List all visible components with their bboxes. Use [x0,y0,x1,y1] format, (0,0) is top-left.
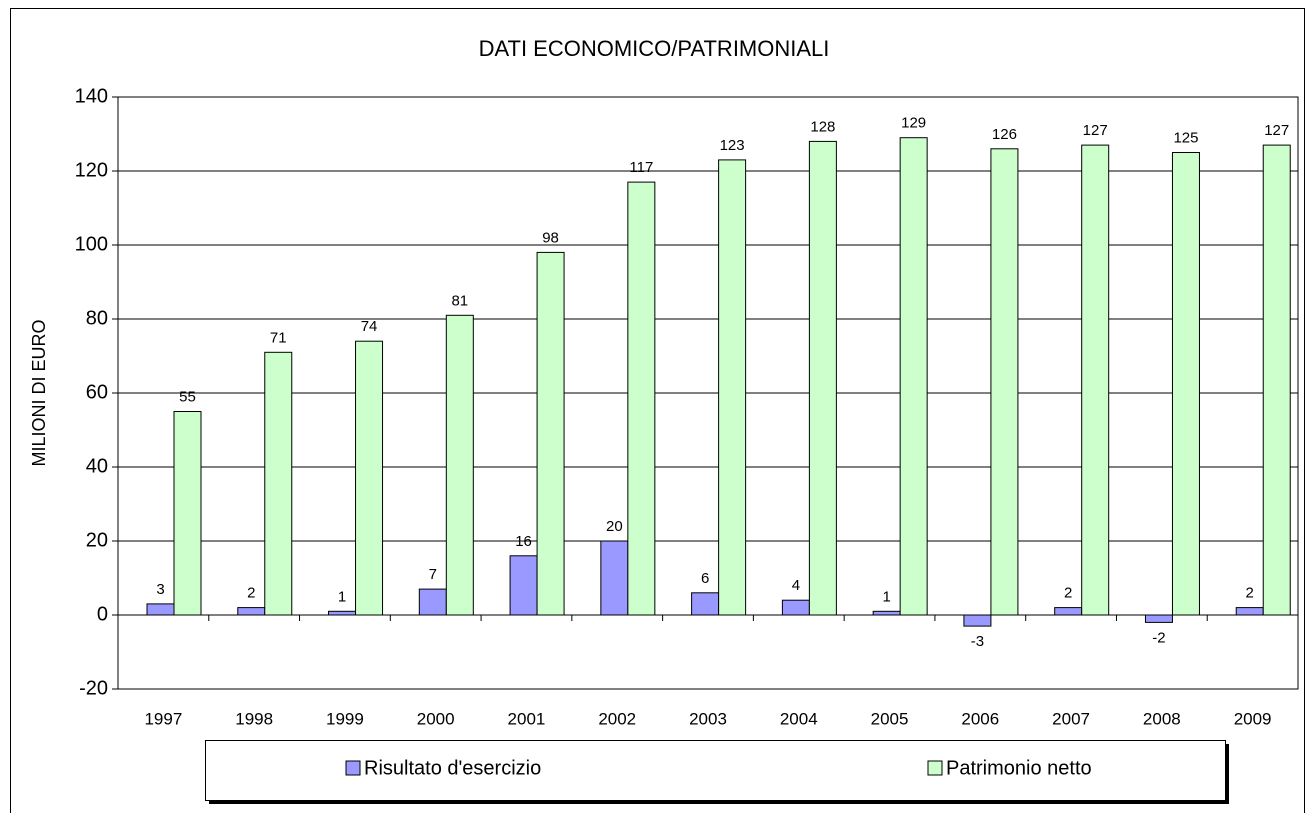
data-label: 127 [1264,122,1289,139]
data-label: 1 [338,588,346,605]
bar [627,181,656,616]
bar [237,607,266,616]
y-tick-label: 80 [86,307,108,329]
y-tick-label: 0 [97,603,108,625]
x-tick-label: 1999 [326,709,364,728]
bar [1054,607,1083,616]
y-tick-label: 20 [86,529,108,551]
bar [781,599,810,616]
bar [1171,152,1200,616]
data-label: 126 [992,126,1017,143]
bar [1144,614,1173,623]
data-label: 16 [515,533,532,550]
x-tick-label: 2005 [871,709,909,728]
bar [691,592,720,616]
y-tick-label: 120 [75,159,108,181]
bar [445,314,474,616]
x-tick-label: 1997 [144,709,182,728]
data-label: 1 [882,588,890,605]
x-tick-label: 2000 [417,709,455,728]
data-label: 2 [1064,585,1072,602]
x-tick-label: 1998 [235,709,273,728]
data-label: 55 [179,388,196,405]
bar [264,351,293,616]
y-tick-label: 60 [86,381,108,403]
chart-title: DATI ECONOMICO/PATRIMONIALI [479,36,830,61]
x-tick-label: 2001 [508,709,546,728]
data-label: 2 [1246,585,1254,602]
data-label: 127 [1083,122,1108,139]
data-label: 81 [451,292,468,309]
data-label: 74 [361,318,378,335]
legend-swatch [345,760,361,776]
bar [1081,144,1110,616]
bar [808,140,837,616]
y-tick-label: 140 [75,85,108,107]
x-tick-label: 2002 [598,709,636,728]
data-label: -3 [971,633,984,650]
x-tick-label: 2007 [1052,709,1090,728]
x-tick-label: 2004 [780,709,818,728]
x-tick-label: 2003 [689,709,727,728]
y-tick-label: 40 [86,455,108,477]
bar [600,540,629,616]
x-tick-label: 2008 [1143,709,1181,728]
x-tick-label: 2006 [961,709,999,728]
data-label: 123 [720,137,745,154]
bar [1235,607,1264,616]
data-label: 98 [542,229,559,246]
data-label: 129 [901,115,926,132]
data-label: 3 [156,581,164,598]
data-label: 117 [629,159,653,176]
data-label: 4 [792,577,800,594]
x-tick-label: 2009 [1234,709,1272,728]
bar [146,603,175,616]
y-tick-label: -20 [79,677,108,699]
data-label: 20 [606,518,623,535]
data-label: 128 [810,118,835,135]
bar [718,159,747,616]
data-label: -2 [1152,629,1165,646]
bar [509,555,538,616]
bar [990,148,1019,616]
bar [899,137,928,616]
bar [355,340,384,616]
data-label: 7 [429,566,437,583]
data-label: 2 [247,585,255,602]
bar [328,610,357,616]
y-axis-label: MILIONI DI EURO [29,319,49,466]
bar [963,614,992,627]
y-tick-label: 100 [75,233,108,255]
legend-label: Risultato d'esercizio [364,757,541,779]
legend-swatch [927,760,943,776]
legend-label: Patrimonio netto [946,757,1092,779]
bar [418,588,447,616]
legend [205,740,1226,801]
bar [173,411,202,616]
bar [1262,144,1291,616]
data-label: 125 [1173,129,1198,146]
data-label: 6 [701,570,709,587]
bar [536,251,565,616]
bar [872,610,901,616]
data-label: 71 [270,329,287,346]
